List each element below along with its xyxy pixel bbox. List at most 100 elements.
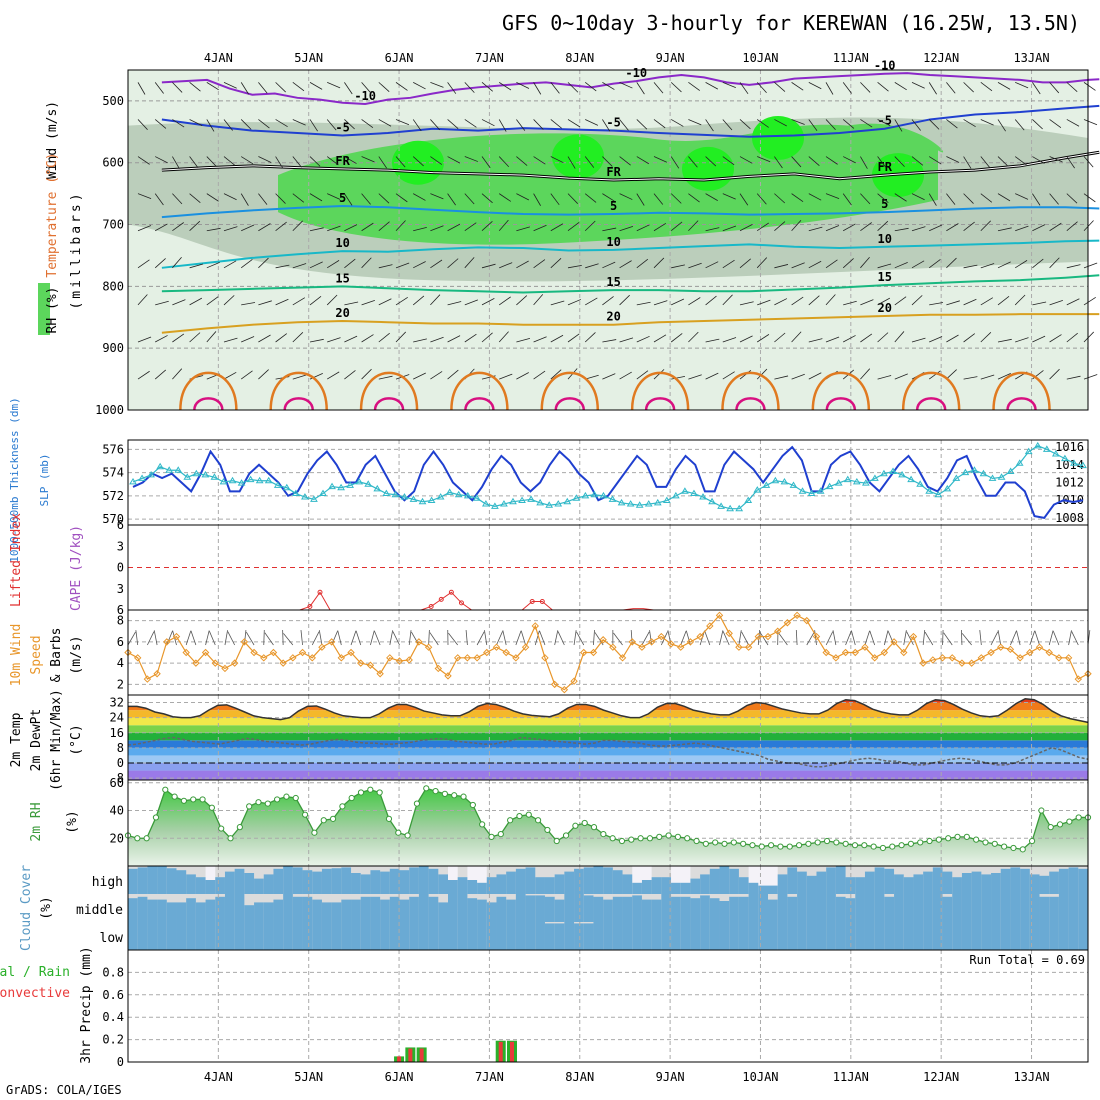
temp-contour-25 [450, 371, 509, 411]
cloud-cell-low [254, 922, 265, 950]
li-tick-label: 6 [117, 518, 124, 532]
wind-barb [688, 82, 700, 91]
cloud-cell-low [486, 922, 497, 950]
wind-barb [1083, 331, 1095, 343]
cloud-cell-low [932, 922, 944, 950]
wind-barb [361, 299, 375, 306]
thickness-point [491, 502, 499, 509]
cloud-cell-middle [651, 899, 662, 922]
wind10m-barb [924, 631, 934, 646]
cloud-cell-low [1068, 922, 1079, 950]
wind-barb [1066, 119, 1080, 127]
wind-barb [378, 156, 387, 169]
cloud-cell-low [1020, 922, 1031, 950]
rh-point [907, 840, 915, 847]
wind-barb [963, 156, 972, 169]
wind-barb [774, 298, 788, 306]
temp-contour-15 [161, 274, 1100, 294]
wind-barb [516, 337, 531, 343]
cloud-cell-low [942, 922, 953, 950]
wind-barb [894, 227, 909, 232]
wind-barb [705, 193, 718, 201]
thickness-point [925, 487, 934, 494]
rh-point [134, 835, 141, 842]
cloud-cell-low [991, 922, 1002, 950]
wind-barb [447, 223, 461, 232]
cloud-cell-high [1049, 871, 1060, 894]
wind-barb [705, 295, 717, 306]
cloud-cell-low [1010, 922, 1021, 950]
cloud-cell-high [952, 877, 963, 894]
cloud-cell-low [564, 922, 575, 950]
wind-barb [516, 372, 529, 380]
rh-point [301, 811, 309, 818]
wind-barb [602, 227, 617, 232]
wind-barb [963, 193, 974, 204]
wind-barb [567, 333, 580, 343]
wind-speed-point [434, 664, 443, 673]
cloud-cell-low [1000, 922, 1011, 950]
thickness-point [174, 466, 183, 473]
wind-barb [395, 220, 406, 232]
wind10m-barb [1071, 631, 1079, 646]
li-point [438, 596, 444, 602]
thickness-point [871, 474, 879, 481]
wind-barb [1049, 368, 1060, 380]
wind-barb [309, 193, 323, 202]
temp-contour-label: -10 [625, 66, 647, 80]
wind-barb [275, 82, 286, 93]
rh-point [991, 840, 998, 847]
wind-barb [1066, 82, 1078, 93]
cloud-cell-low [583, 923, 594, 950]
wind-barb [378, 264, 393, 269]
cloud-cell-low [321, 922, 333, 950]
thickness-point [979, 469, 988, 477]
wind-barb [533, 294, 544, 306]
wind-barb [825, 156, 838, 165]
wind-barb [344, 258, 356, 269]
cloud-cell-high [641, 880, 653, 894]
cloud-cell-high [457, 877, 468, 894]
wind-speed-point [289, 654, 297, 662]
cloud-cell-high [1020, 868, 1031, 894]
wind-barb [327, 193, 341, 200]
y-tick-label: 16 [110, 726, 124, 740]
cloud-cell-bg [632, 866, 643, 894]
cloud-cell-middle [195, 902, 207, 922]
thickness-point [753, 486, 762, 493]
cloud-cell-high [244, 873, 255, 894]
wind10m-barb [411, 631, 420, 646]
wind-barb [584, 220, 596, 232]
wind-barb [533, 259, 546, 269]
y-tick-label: 32 [110, 696, 124, 710]
cloud-cell-high [254, 878, 265, 894]
li-point [307, 603, 313, 609]
thickness-point [156, 462, 165, 470]
cloud-cell-middle [981, 894, 992, 922]
rh-point [367, 786, 374, 793]
wind-barb [327, 225, 341, 232]
wind10m-barb [224, 630, 228, 646]
cloud-cell-middle [632, 895, 643, 922]
wind-speed-point [260, 654, 268, 662]
temp-contour-30 [825, 397, 857, 411]
wind-barb [550, 300, 565, 306]
wind-speed-point [958, 659, 966, 667]
x-tick-labels-top: 4JAN 5JAN 6JAN 7JAN 8JAN 9JAN 10JAN 11JAN 12JAN 1… [204, 51, 1050, 65]
wind-speed-point [599, 636, 607, 644]
wind-barb [653, 369, 665, 380]
wind-barb [275, 221, 287, 232]
cloud-cell-middle [612, 896, 624, 922]
cloud-cell-high [554, 874, 565, 894]
wind-barb [1066, 193, 1078, 204]
wind-barb [808, 260, 822, 269]
cloud-cell-middle [360, 896, 371, 922]
rh-shade-bright [752, 116, 804, 160]
wind-barb [550, 119, 562, 129]
cloud-cell-middle [1068, 894, 1079, 922]
wind-barb [189, 156, 199, 168]
wind-barb [1083, 374, 1098, 380]
wind10m-barb [205, 630, 210, 646]
wind-barb [1083, 193, 1096, 203]
